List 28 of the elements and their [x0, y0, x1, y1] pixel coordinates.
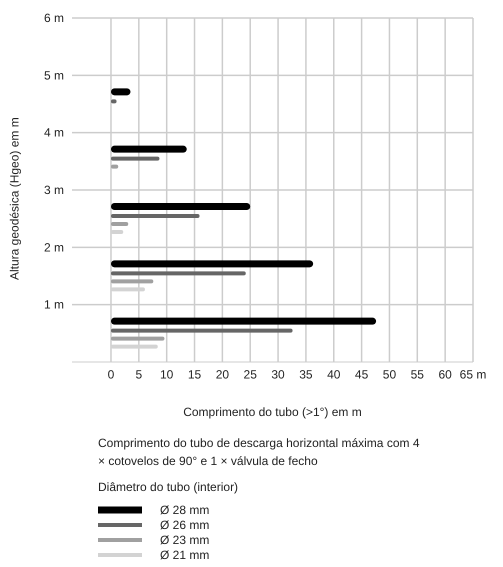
- x-tick-label: 15: [188, 368, 202, 382]
- y-tick-label: 1 m: [44, 298, 64, 312]
- y-tick-label: 3 m: [44, 183, 64, 197]
- x-tick-label: 5: [135, 368, 142, 382]
- y-tick-label: 2 m: [44, 240, 64, 254]
- y-axis-title: Altura geodésica (Hgeo) em m: [7, 117, 22, 280]
- x-tick-label: 10: [160, 368, 174, 382]
- x-tick-label: 60: [438, 368, 452, 382]
- x-tick-label: 35: [299, 368, 313, 382]
- x-tick-label: 30: [271, 368, 286, 382]
- y-tick-label: 5 m: [44, 68, 64, 82]
- x-tick-label: 40: [327, 368, 341, 382]
- x-tick-label: 65 m: [460, 368, 486, 382]
- legend-label: Ø 21 mm: [160, 548, 210, 562]
- legend-label: Ø 23 mm: [160, 532, 210, 546]
- x-tick-label: 0: [108, 368, 115, 382]
- legend-label: Ø 26 mm: [160, 518, 210, 532]
- text: Comprimento do tubo de descarga horizontal máxima com 4 × cotovelos de 90° e 1 × válvula de fecho: [98, 435, 420, 470]
- x-tick-label: 45: [354, 368, 369, 382]
- x-axis-title: Comprimento do tubo (>1°) em m: [183, 405, 362, 419]
- y-tick-label: 4 m: [44, 126, 64, 140]
- legend-label: Ø 28 mm: [160, 502, 210, 516]
- legend-title: Diâmetro do tubo (interior): [98, 480, 240, 494]
- x-tick-label: 25: [244, 368, 258, 382]
- y-tick-label: 6 m: [44, 11, 64, 25]
- x-tick-label: 55: [410, 368, 424, 382]
- x-tick-label: 50: [382, 368, 396, 382]
- x-tick-label: 20: [216, 368, 230, 382]
